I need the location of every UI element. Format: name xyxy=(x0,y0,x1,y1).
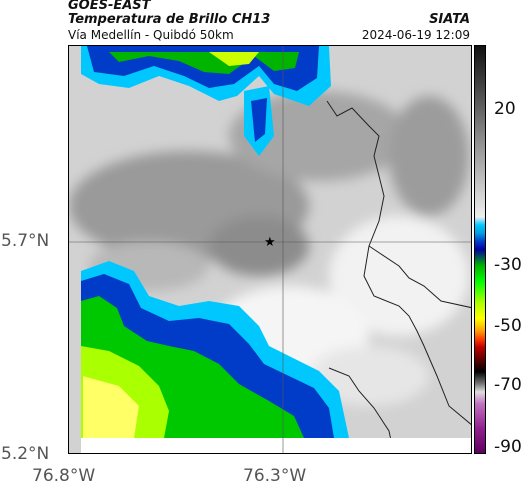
cold-cloud-bottom xyxy=(81,261,349,438)
cold-cloud-top xyxy=(81,46,331,156)
product-title: GOES-EAST xyxy=(68,0,151,13)
lat-tick-label: 5.7°N xyxy=(1,231,50,251)
colorbar-label: 20 xyxy=(494,99,516,119)
border-line xyxy=(326,100,471,425)
map-image: ★ xyxy=(69,46,471,453)
colorbar-label: -70 xyxy=(494,375,522,395)
source-label: SIATA xyxy=(429,12,470,27)
route-label: Vía Medellín - Quibdó 50km xyxy=(68,28,234,42)
lon-tick-label: 76.3°W xyxy=(243,466,307,486)
lon-tick-label: 76.8°W xyxy=(32,466,96,486)
timestamp-label: 2024-06-19 12:09 xyxy=(361,28,470,42)
star-icon: ★ xyxy=(264,235,276,250)
colorbar-label: -50 xyxy=(494,316,522,336)
border-line-east xyxy=(368,245,471,309)
coast-line xyxy=(328,367,395,453)
colorbar xyxy=(474,45,486,454)
product-subtitle: Temperatura de Brillo CH13 xyxy=(68,12,271,27)
colorbar-label: -30 xyxy=(494,255,522,275)
lat-tick-label: 5.2°N xyxy=(1,444,50,464)
satellite-map: ★ xyxy=(68,45,472,454)
colorbar-label: -90 xyxy=(494,437,522,457)
